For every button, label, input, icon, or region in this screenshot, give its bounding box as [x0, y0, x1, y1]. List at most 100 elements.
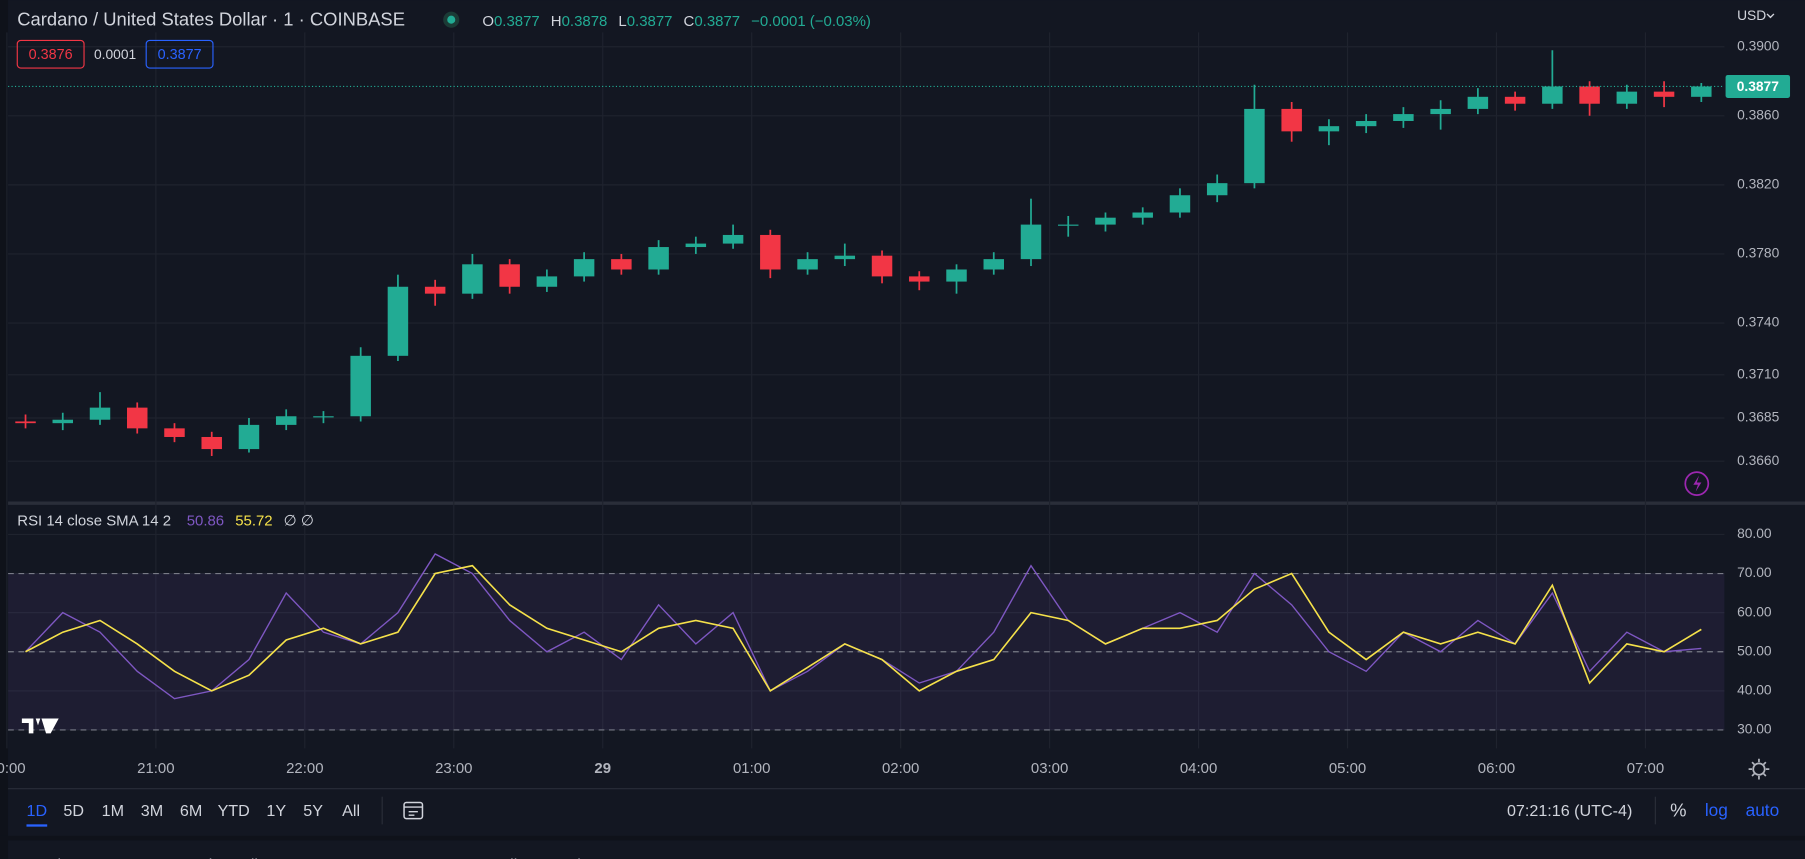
range-button[interactable]: 1M	[102, 802, 124, 820]
candle-body	[1057, 224, 1079, 226]
candle-body	[536, 276, 558, 287]
l-value: 0.3877	[627, 13, 673, 30]
candle-body	[909, 276, 930, 282]
candle-body	[722, 234, 744, 244]
y-tick-label: 0.3710	[1737, 365, 1780, 381]
candle-body	[946, 269, 967, 282]
bottom-panel	[8, 840, 1805, 859]
range-button[interactable]: 1D	[27, 802, 48, 820]
clock: 07:21:16 (UTC-4)	[1507, 802, 1632, 820]
h-label: H	[551, 13, 562, 30]
y-tick-label: 70.00	[1737, 564, 1772, 580]
x-tick-label: 05:00	[1329, 760, 1366, 777]
y-tick-label: 0.3740	[1737, 314, 1780, 330]
candle-body	[1281, 108, 1302, 132]
candle-body	[648, 247, 669, 270]
candle-body	[611, 259, 632, 270]
alert-icon[interactable]	[1684, 471, 1710, 496]
date-range-icon[interactable]	[403, 801, 424, 820]
sell-button[interactable]	[16, 39, 85, 69]
symbol-title[interactable]: Cardano / United States Dollar · 1 · COI…	[17, 9, 405, 30]
x-tick-label: 22:00	[286, 760, 323, 777]
y-tick-label: 30.00	[1737, 721, 1772, 737]
range-underline	[26, 824, 48, 827]
rsi-legend: RSI 14 close SMA 14 2 50.86 55.72 ∅ ∅	[17, 513, 314, 530]
y-tick-label: 60.00	[1737, 603, 1772, 619]
candle-body	[685, 243, 707, 248]
panel-tab[interactable]: Strategy Tester	[325, 856, 434, 859]
candle-body	[983, 259, 1004, 270]
sell-price: 0.3876	[29, 47, 73, 63]
tv-logo	[21, 718, 59, 734]
candle-body	[1095, 217, 1116, 225]
y-tick-label: 0.3780	[1737, 245, 1780, 261]
candle-body	[1020, 224, 1042, 260]
range-button[interactable]: 5Y	[303, 802, 323, 820]
candle-body	[275, 416, 297, 425]
h-value: 0.3878	[562, 13, 608, 30]
c-label: C	[684, 13, 695, 30]
x-tick-label: 29	[594, 760, 611, 777]
log-toggle[interactable]: log	[1705, 800, 1728, 820]
candle-body	[797, 259, 818, 270]
candle-body	[1393, 114, 1414, 121]
rsi-title: RSI 14 close SMA 14 2	[17, 513, 171, 530]
x-tick-label: 07:00	[1627, 760, 1664, 777]
candle-body	[350, 355, 371, 417]
candle-body	[1132, 212, 1153, 218]
candle-body	[1579, 86, 1600, 104]
sma-value: 55.72	[235, 513, 272, 530]
x-tick-label: 06:00	[1478, 760, 1515, 777]
alert-bolt	[1693, 475, 1702, 492]
x-tick-label: 01:00	[733, 760, 770, 777]
range-button[interactable]: All	[342, 802, 360, 820]
x-tick-label: 20:00	[0, 760, 26, 777]
rsi-value: 50.86	[187, 513, 224, 530]
range-button[interactable]: 6M	[180, 802, 202, 820]
price-axis: 0.3900 0.3860 0.3820 0.3780 0.3740 0.3710 0.36…	[1725, 37, 1791, 737]
percent-toggle[interactable]: %	[1670, 800, 1686, 821]
x-tick-label: 04:00	[1180, 760, 1217, 777]
settings-icon[interactable]	[1752, 762, 1766, 776]
candle-body	[871, 255, 893, 277]
candle-body	[462, 264, 483, 294]
range-button[interactable]: 3M	[141, 802, 163, 820]
range-button[interactable]: YTD	[218, 802, 250, 820]
candle-body	[127, 407, 148, 429]
candle-body	[1616, 91, 1638, 104]
candle-body	[760, 234, 781, 270]
y-tick-label: 80.00	[1737, 525, 1772, 541]
c-value: 0.3877	[694, 13, 740, 30]
range-button[interactable]: 5D	[63, 802, 84, 820]
candle-body	[834, 255, 856, 260]
y-tick-label: 0.3820	[1737, 176, 1780, 192]
candle-body	[201, 436, 222, 450]
panel-tab[interactable]: Stock Screener	[25, 856, 136, 859]
candle-body	[424, 286, 446, 294]
y-tick-label: 0.3660	[1737, 452, 1780, 468]
candle-body	[89, 407, 111, 420]
buy-button[interactable]	[145, 39, 214, 69]
y-tick-label: 50.00	[1737, 642, 1772, 658]
candle-body	[238, 424, 260, 450]
range-button[interactable]: 1Y	[266, 802, 286, 820]
candle-body	[1504, 96, 1526, 104]
o-value: 0.3877	[494, 13, 540, 30]
candle-body	[387, 286, 409, 356]
ohlc-legend: O0.3877 H0.3878 L0.3877 C0.3877 −0.0001 …	[482, 13, 871, 30]
y-tick-label: 40.00	[1737, 682, 1772, 698]
currency[interactable]: USD	[1737, 7, 1766, 23]
candle-body	[1467, 96, 1489, 109]
candle-body	[1244, 108, 1265, 184]
panel-tab[interactable]: Pine Editor	[198, 856, 277, 859]
currency-caret	[1766, 13, 1775, 19]
panel-tab[interactable]: Trading Panel	[481, 856, 581, 859]
candle-body	[1206, 183, 1228, 196]
candle-body	[313, 416, 334, 418]
auto-toggle[interactable]: auto	[1746, 800, 1780, 820]
candle-body	[1169, 195, 1191, 213]
candle-body	[52, 419, 74, 424]
